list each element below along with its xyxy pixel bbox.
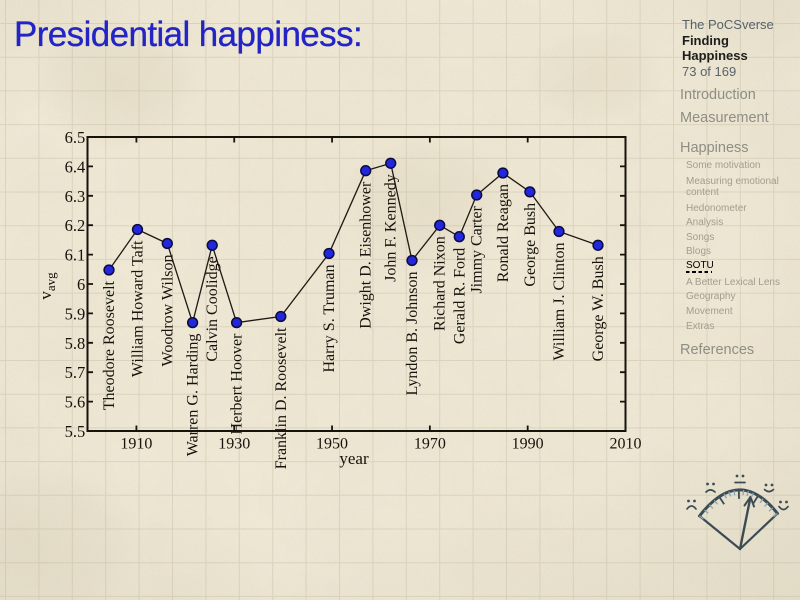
svg-text:6: 6 [77,275,85,294]
svg-text:2010: 2010 [610,436,642,453]
svg-text:5.6: 5.6 [65,393,86,412]
svg-text:William Howard Taft: William Howard Taft [130,240,147,377]
svg-text:Franklin D. Roosevelt: Franklin D. Roosevelt [273,327,290,469]
svg-text:Calvin Coolidge: Calvin Coolidge [204,256,221,361]
svg-text:Dwight D. Eisenhower: Dwight D. Eisenhower [358,181,375,329]
svg-text:6.5: 6.5 [65,128,86,147]
svg-text:Warren G. Harding: Warren G. Harding [185,334,202,457]
svg-text:6.2: 6.2 [65,216,86,235]
svg-text:John F. Kennedy: John F. Kennedy [383,174,400,282]
svg-text:Lyndon B. Johnson: Lyndon B. Johnson [404,272,421,396]
svg-text:5.8: 5.8 [65,334,86,353]
svg-text:Jimmy Carter: Jimmy Carter [469,205,486,293]
svg-text:Woodrow Wilson: Woodrow Wilson [159,255,176,367]
svg-text:5.9: 5.9 [65,304,86,323]
svg-text:vavg: vavg [36,272,58,300]
svg-text:6.1: 6.1 [65,246,86,265]
svg-text:Gerald R. Ford: Gerald R. Ford [451,248,468,344]
svg-text:Theodore Roosevelt: Theodore Roosevelt [101,280,118,410]
svg-text:George W. Bush: George W. Bush [590,256,607,361]
svg-text:6.3: 6.3 [65,187,86,206]
svg-text:year: year [339,449,369,468]
svg-text:6.4: 6.4 [65,157,86,176]
svg-text:5.5: 5.5 [65,422,86,441]
svg-text:Harry S. Truman: Harry S. Truman [321,265,338,373]
svg-text:Richard Nixon: Richard Nixon [432,236,449,331]
svg-text:George Bush: George Bush [522,203,539,287]
svg-text:1930: 1930 [218,436,250,453]
svg-text:1990: 1990 [512,436,544,453]
svg-text:1970: 1970 [414,436,446,453]
svg-text:1910: 1910 [120,436,152,453]
svg-text:1950: 1950 [316,436,348,453]
svg-text:William J. Clinton: William J. Clinton [551,243,568,361]
svg-text:Herbert Hoover: Herbert Hoover [229,333,246,435]
svg-text:5.7: 5.7 [65,363,86,382]
svg-text:Ronald Reagan: Ronald Reagan [495,184,512,282]
